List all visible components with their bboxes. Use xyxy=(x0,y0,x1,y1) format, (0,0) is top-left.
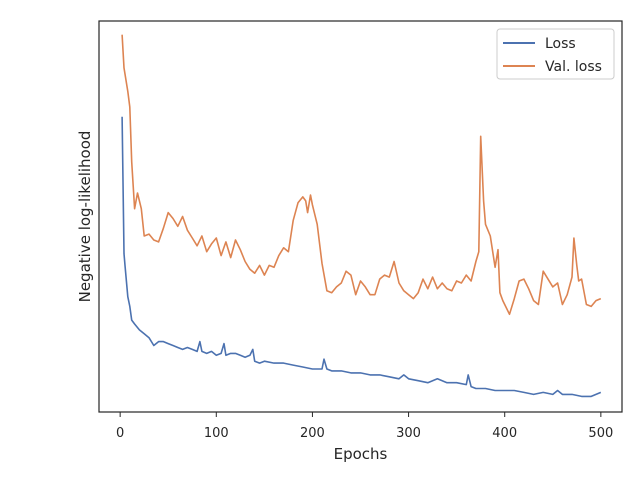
x-tick-label: 200 xyxy=(300,426,325,441)
x-axis: 0 100 200 300 400 500 xyxy=(116,412,613,441)
plot-area xyxy=(121,34,602,398)
axes-frame xyxy=(98,20,623,413)
legend-label: Loss xyxy=(545,36,576,52)
x-tick-label: 300 xyxy=(396,426,421,441)
series-line-loss xyxy=(121,116,602,398)
legend-label: Val. loss xyxy=(545,59,602,75)
x-tick-label: 0 xyxy=(116,426,124,441)
series-line-val-loss xyxy=(121,34,602,316)
x-axis-label: Epochs xyxy=(334,445,388,463)
y-axis-label: Negative log-likelihood xyxy=(76,131,94,303)
x-tick-label: 500 xyxy=(588,426,613,441)
x-tick-label: 400 xyxy=(492,426,517,441)
x-tick-label: 100 xyxy=(204,426,229,441)
legend: Loss Val. loss xyxy=(496,28,615,80)
